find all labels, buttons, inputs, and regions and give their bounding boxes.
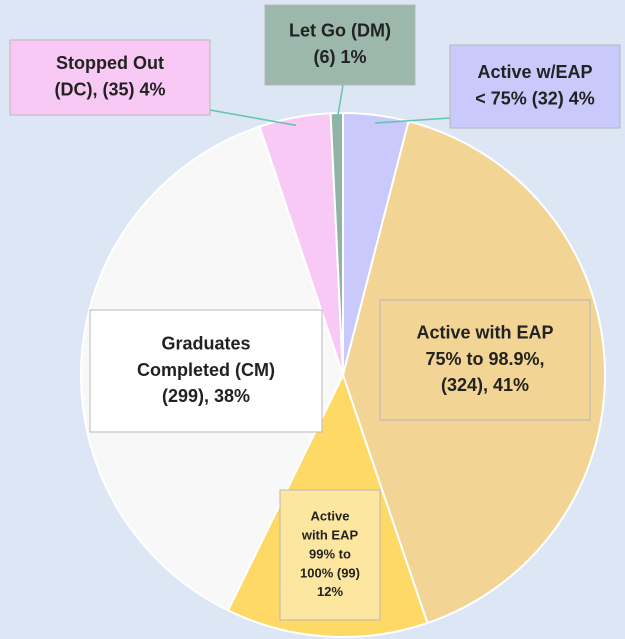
pie-slice [329, 111, 344, 376]
slice-label: (324), 41% [441, 375, 529, 395]
slice-label: Graduates [161, 334, 250, 354]
leader-line [374, 117, 451, 124]
slice-label: 75% to 98.9%, [425, 349, 544, 369]
label-box [379, 299, 591, 421]
label-box [9, 39, 211, 116]
slice-label: (DC), (35) 4% [54, 79, 165, 99]
label-box [264, 4, 416, 86]
leader-line [209, 109, 297, 127]
label-box [449, 44, 621, 129]
slice-label: (299), 38% [162, 386, 250, 406]
slice-label: < 75% (32) 4% [475, 88, 595, 108]
leader-line [336, 84, 344, 122]
slice-label: 100% (99) [300, 565, 360, 580]
slice-label: 12% [317, 584, 343, 599]
slice-label: Stopped Out [56, 53, 164, 73]
slice-label: Active w/EAP [477, 62, 592, 82]
slice-label: Let Go (DM) [289, 21, 391, 41]
slice-label: Completed (CM) [137, 360, 275, 380]
label-box [89, 309, 323, 433]
slice-label: 99% to [309, 546, 351, 561]
slice-label: (6) 1% [313, 47, 366, 67]
slice-label: Active with EAP [416, 323, 553, 343]
label-box [279, 489, 381, 621]
slice-label: Active [310, 509, 349, 524]
slice-label: with EAP [301, 528, 359, 543]
